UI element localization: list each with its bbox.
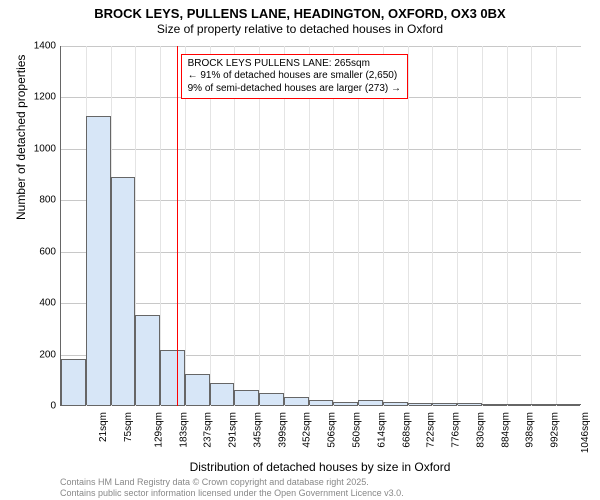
- y-tick-label: 0: [50, 401, 56, 412]
- y-axis-label: Number of detached properties: [14, 55, 28, 220]
- x-tick-label: 668sqm: [401, 412, 412, 448]
- gridline-vertical: [309, 46, 310, 406]
- x-tick-label: 614sqm: [376, 412, 387, 448]
- annotation-box: BROCK LEYS PULLENS LANE: 265sqm← 91% of …: [181, 54, 408, 100]
- y-tick-label: 1200: [34, 92, 56, 103]
- gridline-vertical: [358, 46, 359, 406]
- gridline-vertical: [333, 46, 334, 406]
- x-tick-label: 183sqm: [178, 412, 189, 448]
- gridline-vertical: [185, 46, 186, 406]
- x-tick-label: 399sqm: [277, 412, 288, 448]
- gridline-vertical: [259, 46, 260, 406]
- gridline-vertical: [284, 46, 285, 406]
- x-tick-label: 560sqm: [352, 412, 363, 448]
- histogram-bar: [408, 403, 433, 405]
- gridline-vertical: [234, 46, 235, 406]
- gridline-horizontal: [61, 200, 581, 201]
- histogram-bar: [383, 402, 408, 405]
- gridline-horizontal: [61, 46, 581, 47]
- x-tick-label: 345sqm: [253, 412, 264, 448]
- gridline-vertical: [556, 46, 557, 406]
- gridline-vertical: [408, 46, 409, 406]
- y-tick-label: 200: [39, 349, 56, 360]
- histogram-bar: [86, 116, 111, 405]
- gridline-vertical: [482, 46, 483, 406]
- x-tick-label: 722sqm: [426, 412, 437, 448]
- histogram-bar: [210, 383, 235, 405]
- histogram-bar: [358, 400, 383, 405]
- gridline-horizontal: [61, 149, 581, 150]
- annotation-line1: BROCK LEYS PULLENS LANE: 265sqm: [188, 58, 401, 71]
- attribution-footer: Contains HM Land Registry data © Crown c…: [60, 477, 404, 498]
- x-tick-label: 506sqm: [327, 412, 338, 448]
- y-tick-label: 600: [39, 246, 56, 257]
- x-tick-label: 75sqm: [123, 412, 134, 442]
- gridline-vertical: [507, 46, 508, 406]
- x-tick-label: 830sqm: [475, 412, 486, 448]
- histogram-bar: [185, 374, 210, 405]
- histogram-bar: [457, 403, 482, 405]
- gridline-horizontal: [61, 252, 581, 253]
- x-tick-label: 21sqm: [98, 412, 109, 442]
- x-tick-label: 237sqm: [203, 412, 214, 448]
- histogram-bar: [160, 350, 185, 405]
- x-tick-label: 129sqm: [153, 412, 164, 448]
- plot-area: BROCK LEYS PULLENS LANE: 265sqm← 91% of …: [60, 46, 580, 406]
- x-axis-label: Distribution of detached houses by size …: [60, 460, 580, 474]
- gridline-vertical: [457, 46, 458, 406]
- annotation-line3: 9% of semi-detached houses are larger (2…: [188, 83, 401, 96]
- footer-line2: Contains public sector information licen…: [60, 488, 404, 498]
- x-tick-label: 291sqm: [228, 412, 239, 448]
- footer-line1: Contains HM Land Registry data © Crown c…: [60, 477, 369, 487]
- x-tick-label: 452sqm: [302, 412, 313, 448]
- histogram-bar: [284, 397, 309, 405]
- histogram-bar: [259, 393, 284, 405]
- histogram-bar: [482, 404, 507, 405]
- gridline-horizontal: [61, 303, 581, 304]
- y-tick-label: 1400: [34, 41, 56, 52]
- gridline-vertical: [383, 46, 384, 406]
- x-tick-label: 992sqm: [550, 412, 561, 448]
- histogram-bar: [61, 359, 86, 405]
- x-tick-label: 776sqm: [451, 412, 462, 448]
- x-tick-label: 884sqm: [500, 412, 511, 448]
- histogram-bar: [507, 404, 532, 405]
- gridline-vertical: [531, 46, 532, 406]
- histogram-bar: [309, 400, 334, 405]
- gridline-vertical: [210, 46, 211, 406]
- chart-subtitle: Size of property relative to detached ho…: [0, 22, 600, 36]
- y-tick-label: 400: [39, 298, 56, 309]
- x-tick-label: 1046sqm: [580, 412, 591, 453]
- y-tick-label: 800: [39, 195, 56, 206]
- histogram-bar: [432, 403, 457, 405]
- x-tick-label: 938sqm: [525, 412, 536, 448]
- y-tick-label: 1000: [34, 143, 56, 154]
- histogram-bar: [135, 315, 160, 405]
- chart-title: BROCK LEYS, PULLENS LANE, HEADINGTON, OX…: [0, 0, 600, 22]
- reference-line: [177, 46, 178, 406]
- histogram-bar: [556, 404, 581, 405]
- histogram-bar: [333, 402, 358, 405]
- histogram-bar: [111, 177, 136, 405]
- histogram-bar: [234, 390, 259, 405]
- histogram-bar: [531, 404, 556, 405]
- gridline-vertical: [432, 46, 433, 406]
- annotation-line2: ← 91% of detached houses are smaller (2,…: [188, 70, 401, 83]
